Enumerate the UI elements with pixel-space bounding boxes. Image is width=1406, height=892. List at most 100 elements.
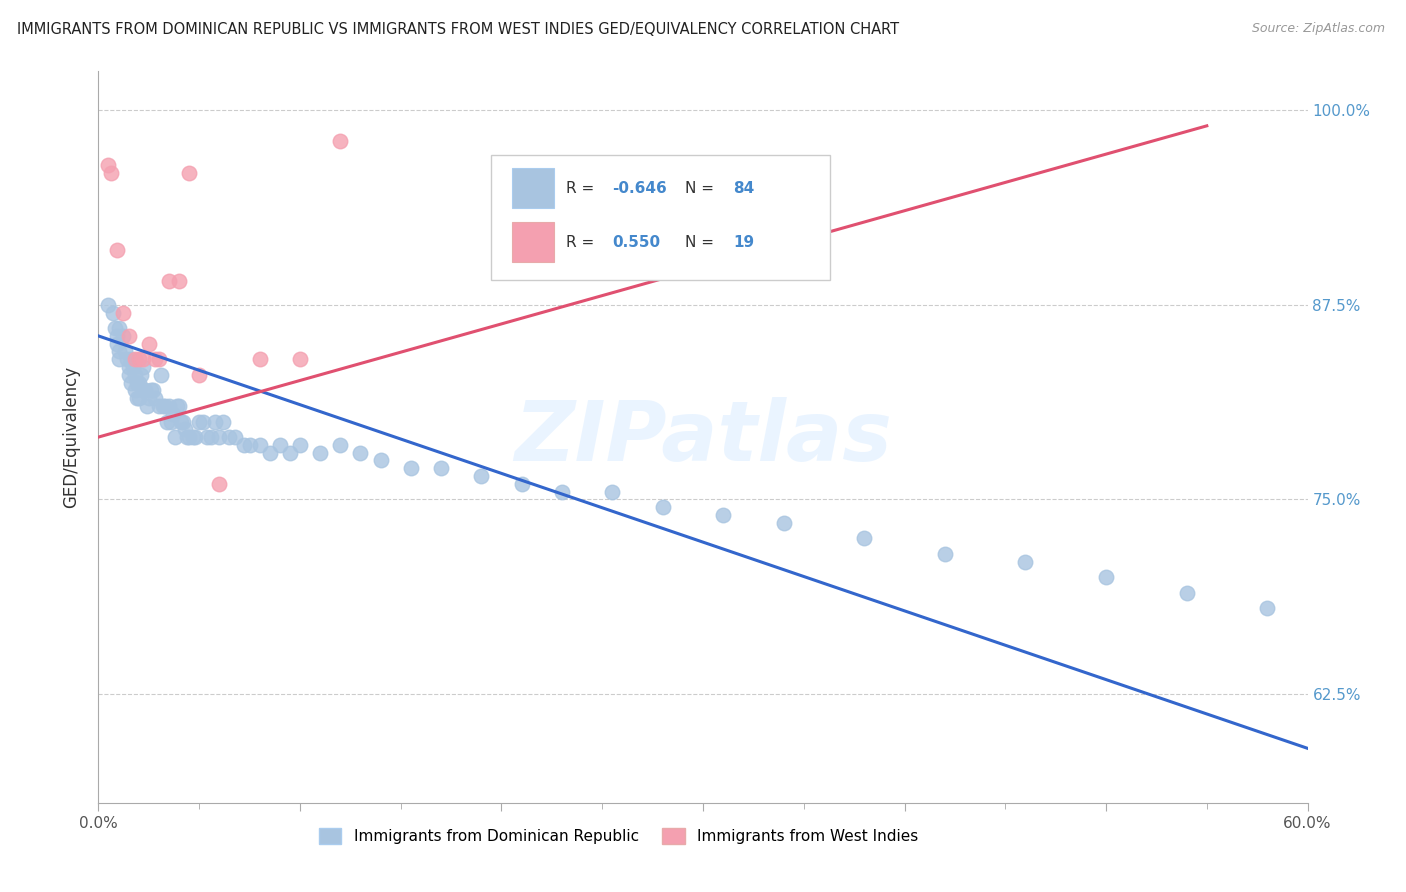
Point [128, 391, 150, 405]
Point [107, 344, 129, 359]
Point [193, 415, 215, 429]
Point [232, 438, 254, 452]
Point [1175, 585, 1198, 599]
Point [249, 438, 271, 452]
Point [174, 422, 197, 436]
Point [934, 547, 956, 561]
Point [132, 384, 155, 398]
Point [170, 415, 193, 429]
Point [107, 321, 129, 335]
Text: R =: R = [567, 235, 605, 250]
Point [103, 321, 125, 335]
Point [128, 376, 150, 390]
Point [163, 430, 186, 444]
Point [160, 415, 183, 429]
Point [212, 415, 235, 429]
Text: R =: R = [567, 181, 599, 195]
Point [118, 329, 141, 343]
Point [218, 430, 240, 444]
Point [853, 531, 876, 545]
Point [651, 500, 673, 515]
Point [188, 368, 211, 382]
Point [105, 336, 128, 351]
Point [114, 344, 136, 359]
Point [107, 352, 129, 367]
Point [288, 438, 311, 452]
Text: -0.646: -0.646 [613, 181, 666, 195]
Text: 84: 84 [734, 181, 755, 195]
Point [179, 165, 201, 179]
Point [143, 352, 166, 367]
Text: IMMIGRANTS FROM DOMINICAN REPUBLIC VS IMMIGRANTS FROM WEST INDIES GED/EQUIVALENC: IMMIGRANTS FROM DOMINICAN REPUBLIC VS IM… [17, 22, 898, 37]
Point [208, 430, 231, 444]
Point [181, 430, 204, 444]
Point [179, 430, 201, 444]
Point [105, 244, 128, 258]
Point [124, 384, 146, 398]
Point [204, 415, 226, 429]
Point [278, 445, 301, 459]
Point [97, 298, 120, 312]
Point [153, 399, 176, 413]
Point [138, 391, 160, 405]
Point [129, 368, 152, 382]
Text: N =: N = [685, 235, 718, 250]
Point [430, 461, 453, 475]
Point [118, 368, 141, 382]
Point [128, 352, 150, 367]
Point [329, 135, 352, 149]
Point [370, 453, 392, 467]
Point [239, 438, 262, 452]
Point [1095, 570, 1118, 584]
Point [1014, 555, 1036, 569]
Point [132, 359, 155, 374]
Point [120, 376, 142, 390]
Point [125, 376, 148, 390]
FancyBboxPatch shape [492, 155, 830, 280]
Point [156, 415, 179, 429]
Point [288, 352, 311, 367]
Point [399, 461, 422, 475]
Point [111, 329, 134, 343]
Point [200, 430, 222, 444]
Point [1256, 601, 1278, 615]
Point [157, 399, 180, 413]
Point [148, 399, 170, 413]
Point [551, 484, 574, 499]
Point [135, 399, 157, 413]
Point [115, 352, 138, 367]
Point [143, 391, 166, 405]
Point [166, 399, 188, 413]
Point [470, 469, 492, 483]
Point [152, 399, 174, 413]
Point [510, 476, 533, 491]
Point [125, 391, 148, 405]
Text: Source: ZipAtlas.com: Source: ZipAtlas.com [1251, 22, 1385, 36]
Point [269, 438, 291, 452]
Point [195, 430, 218, 444]
Point [602, 484, 624, 499]
Text: N =: N = [685, 181, 718, 195]
Point [121, 359, 143, 374]
Point [188, 415, 211, 429]
Point [105, 329, 128, 343]
Text: 19: 19 [734, 235, 755, 250]
Point [139, 384, 162, 398]
Point [167, 399, 190, 413]
Point [101, 305, 124, 319]
Point [124, 368, 146, 382]
Point [162, 407, 184, 421]
Point [349, 445, 371, 459]
Point [167, 275, 190, 289]
FancyBboxPatch shape [512, 168, 554, 209]
Point [711, 508, 734, 522]
Point [224, 430, 246, 444]
Point [134, 384, 156, 398]
Point [124, 352, 146, 367]
Point [329, 438, 352, 452]
Point [176, 430, 198, 444]
Point [138, 336, 160, 351]
Point [142, 384, 165, 398]
Point [309, 445, 332, 459]
Text: 0.550: 0.550 [613, 235, 661, 250]
